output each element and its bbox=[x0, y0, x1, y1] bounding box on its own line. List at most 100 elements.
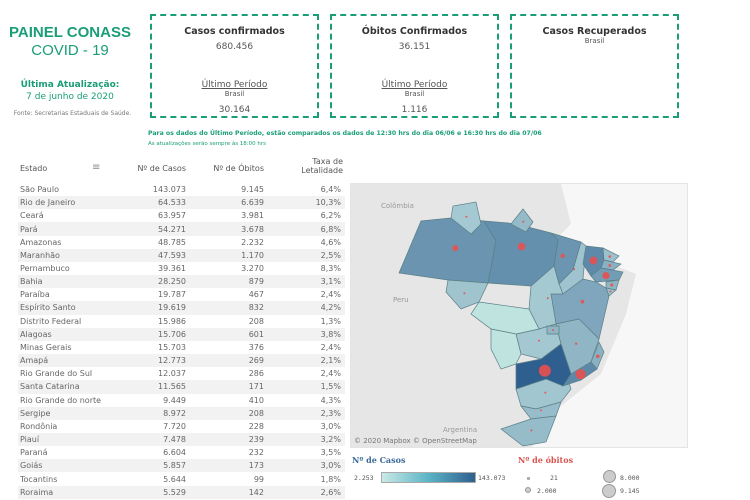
cell-state: Piauí bbox=[20, 435, 40, 445]
cell-deaths: 3.981 bbox=[241, 211, 264, 221]
cell-deaths: 832 bbox=[248, 303, 264, 313]
header-taxa[interactable]: Taxa de Letalidade bbox=[280, 157, 343, 175]
cell-state: Santa Catarina bbox=[20, 382, 80, 392]
update-date: 7 de junho de 2020 bbox=[26, 92, 114, 102]
death-bubble[interactable] bbox=[575, 369, 586, 380]
table-row[interactable]: Ceará 63.957 3.981 6,2% bbox=[18, 209, 345, 222]
state-roraima[interactable] bbox=[450, 201, 482, 235]
header-estado[interactable]: Estado bbox=[20, 164, 48, 173]
state-rio-grande-do-norte[interactable] bbox=[602, 247, 620, 263]
table-row[interactable]: Pará 54.271 3.678 6,8% bbox=[18, 222, 345, 236]
cell-deaths: 228 bbox=[248, 421, 264, 431]
table-row[interactable]: Goiás 5.857 173 3,0% bbox=[18, 459, 345, 473]
death-bubble[interactable] bbox=[574, 342, 578, 345]
card-period-value: 30.164 bbox=[218, 105, 251, 115]
legend-cases-min: 2.253 bbox=[354, 474, 374, 482]
table-row[interactable]: Maranhão 47.593 1.170 2,5% bbox=[18, 248, 345, 262]
table-row[interactable]: Bahia 28.250 879 3,1% bbox=[18, 275, 345, 289]
death-bubble[interactable] bbox=[595, 354, 600, 359]
table-row[interactable]: Paraná 6.604 232 3,5% bbox=[18, 446, 345, 459]
death-bubble[interactable] bbox=[538, 339, 540, 342]
death-bubble[interactable] bbox=[589, 256, 598, 265]
table-row[interactable]: Paraíba 19.787 467 2,4% bbox=[18, 288, 345, 301]
table-row[interactable]: São Paulo 143.073 9.145 6,4% bbox=[18, 183, 345, 196]
death-bubble[interactable] bbox=[608, 255, 612, 258]
state-amapá[interactable] bbox=[510, 208, 534, 233]
cell-state: Distrito Federal bbox=[20, 316, 82, 326]
brazil-map[interactable]: Colômbia Peru Argentina bbox=[350, 183, 688, 448]
cell-deaths: 142 bbox=[248, 487, 264, 497]
table-row[interactable]: Amazonas 48.785 2.232 4,6% bbox=[18, 236, 345, 249]
state-rondônia[interactable] bbox=[445, 279, 489, 310]
death-bubble[interactable] bbox=[540, 409, 542, 412]
death-bubble[interactable] bbox=[602, 272, 610, 280]
death-bubble[interactable] bbox=[530, 429, 533, 432]
death-bubble[interactable] bbox=[546, 297, 549, 300]
cell-deaths: 173 bbox=[248, 461, 264, 471]
death-bubble[interactable] bbox=[610, 283, 614, 287]
legend-bubble-large bbox=[603, 470, 616, 483]
death-bubble[interactable] bbox=[517, 242, 526, 251]
death-bubble[interactable] bbox=[609, 290, 612, 293]
cell-state: Bahia bbox=[20, 277, 43, 287]
cell-deaths: 208 bbox=[248, 316, 264, 326]
label-argentina: Argentina bbox=[443, 426, 477, 434]
table-row[interactable]: Rio de Janeiro 64.533 6.639 10,3% bbox=[18, 196, 345, 210]
card-confirmed-cases: Casos confirmados 680.456 Último Período… bbox=[150, 14, 319, 118]
death-bubble[interactable] bbox=[544, 391, 547, 394]
cell-lethality: 2,6% bbox=[320, 487, 341, 497]
table-row[interactable]: Rondônia 7.720 228 3,0% bbox=[18, 420, 345, 433]
cell-state: Amapá bbox=[20, 356, 49, 366]
death-bubble[interactable] bbox=[552, 329, 554, 331]
card-period-label: Último Período bbox=[381, 80, 448, 90]
table-row[interactable]: Santa Catarina 11.565 171 1,5% bbox=[18, 380, 345, 394]
table-row[interactable]: Roraima 5.529 142 2,6% bbox=[18, 485, 345, 499]
states-table: São Paulo 143.073 9.145 6,4% Rio de Janeiro 6… bbox=[18, 183, 345, 499]
state-rio-grande-do-sul[interactable] bbox=[500, 415, 557, 447]
cell-lethality: 1,8% bbox=[320, 474, 341, 484]
header-casos[interactable]: Nº de Casos bbox=[137, 164, 186, 173]
table-row[interactable]: Tocantins 5.644 99 1,8% bbox=[18, 472, 345, 485]
legend-cases-title: Nº de Casos bbox=[352, 455, 406, 465]
legend-cases-gradient bbox=[381, 472, 476, 483]
header-taxa-line2: Letalidade bbox=[301, 166, 343, 175]
header-obitos[interactable]: Nº de Óbitos bbox=[213, 164, 264, 173]
table-row[interactable]: Alagoas 15.706 601 3,8% bbox=[18, 327, 345, 341]
cell-cases: 39.361 bbox=[158, 264, 186, 274]
cell-lethality: 1,5% bbox=[320, 382, 341, 392]
table-row[interactable]: Rio Grande do Sul 12.037 286 2,4% bbox=[18, 367, 345, 380]
table-row[interactable]: Espírito Santo 19.619 832 4,2% bbox=[18, 301, 345, 315]
app-title: PAINEL CONASS bbox=[9, 24, 131, 41]
cell-state: Pará bbox=[20, 224, 38, 234]
cell-cases: 15.986 bbox=[158, 316, 186, 326]
map-attribution: © 2020 Mapbox © OpenStreetMap bbox=[354, 437, 477, 445]
death-bubble[interactable] bbox=[465, 215, 468, 218]
death-bubble[interactable] bbox=[538, 364, 551, 377]
death-bubble[interactable] bbox=[608, 264, 612, 267]
table-row[interactable]: Amapá 12.773 269 2,1% bbox=[18, 354, 345, 368]
death-bubble[interactable] bbox=[560, 253, 565, 258]
sort-icon[interactable]: ≡ bbox=[92, 162, 101, 173]
death-bubble[interactable] bbox=[522, 220, 525, 223]
card-period-label: Último Período bbox=[201, 80, 268, 90]
cell-lethality: 2,4% bbox=[320, 342, 341, 352]
table-row[interactable]: Rio Grande do norte 9.449 410 4,3% bbox=[18, 394, 345, 407]
death-bubble[interactable] bbox=[452, 245, 459, 252]
table-row[interactable]: Pernambuco 39.361 3.270 8,3% bbox=[18, 262, 345, 275]
death-bubble[interactable] bbox=[573, 268, 576, 271]
cell-cases: 5.644 bbox=[163, 474, 186, 484]
cell-deaths: 6.639 bbox=[241, 198, 264, 208]
death-bubble[interactable] bbox=[580, 299, 585, 304]
cell-cases: 7.478 bbox=[163, 435, 186, 445]
label-colombia: Colômbia bbox=[381, 202, 414, 210]
state-region[interactable] bbox=[490, 328, 522, 370]
legend-deaths-2000: 2.000 bbox=[537, 487, 557, 495]
table-row[interactable]: Sergipe 8.972 208 2,3% bbox=[18, 406, 345, 420]
legend-cases-max: 143.073 bbox=[478, 474, 506, 482]
table-row[interactable]: Piauí 7.478 239 3,2% bbox=[18, 432, 345, 447]
table-row[interactable]: Distrito Federal 15.986 208 1,3% bbox=[18, 315, 345, 328]
cell-cases: 143.073 bbox=[152, 185, 186, 195]
table-row[interactable]: Minas Gerais 15.703 376 2,4% bbox=[18, 341, 345, 354]
death-bubble[interactable] bbox=[463, 292, 466, 295]
card-period-value: 1.116 bbox=[401, 105, 428, 115]
